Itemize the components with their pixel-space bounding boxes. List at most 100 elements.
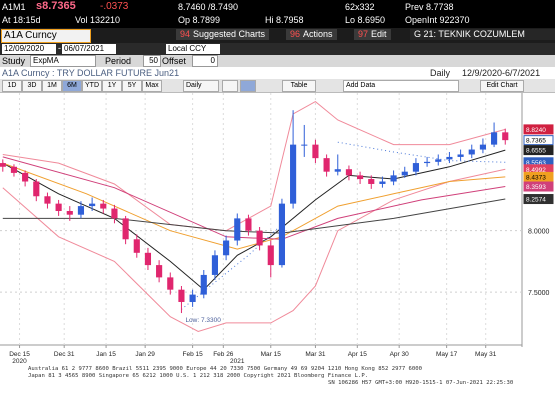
candle-body <box>77 206 85 215</box>
candle-body <box>44 196 51 204</box>
plot-area <box>0 93 522 345</box>
x-tick-label: Mar 15 <box>261 351 282 358</box>
frequency-menu[interactable]: Daily <box>183 80 219 92</box>
period-button[interactable]: 1M <box>42 80 62 92</box>
period-button[interactable]: YTD <box>82 80 102 92</box>
candle-body <box>100 203 107 209</box>
candle-body <box>189 294 196 302</box>
open-interest: OpenInt 922370 <box>405 15 470 25</box>
price-tag: 8.3593 <box>523 181 554 192</box>
candle-body <box>122 218 129 240</box>
x-tick-label: May 17 <box>436 351 458 358</box>
prev: Prev 8.7738 <box>405 2 454 12</box>
period-button[interactable]: 3D <box>22 80 42 92</box>
candle-body <box>211 255 219 275</box>
tool[interactable] <box>222 80 238 92</box>
span: 12/9/2020-6/7/2021 <box>462 68 541 78</box>
period-button[interactable]: 6M <box>62 80 82 92</box>
button[interactable]: 96 Actions <box>286 29 337 40</box>
study-bar: Study ExpMA Period 50 Offset 0 <box>0 55 555 67</box>
x-tick-label: Apr 15 <box>348 351 368 358</box>
candle-body <box>167 277 174 290</box>
offset-label: Offset <box>162 56 186 66</box>
candle-body <box>66 211 73 215</box>
page-title: G 21: TEKNIK COZUMLEM <box>410 29 555 40</box>
volume: Vol 132210 <box>75 15 121 25</box>
x-tick-label: Feb 26 <box>213 351 234 358</box>
indicator-line <box>2 100 506 232</box>
period-button[interactable]: Max <box>142 80 162 92</box>
end-date[interactable]: 06/07/2021 <box>62 44 116 54</box>
candle-body <box>312 144 319 159</box>
price-tag-label: 8.2574 <box>526 197 546 204</box>
button-key: 97 <box>358 29 369 39</box>
candle-body <box>457 154 464 157</box>
study-name[interactable]: ExpMA <box>30 55 96 67</box>
offset[interactable]: 0 <box>192 55 218 67</box>
period-label: Period <box>105 56 132 66</box>
button-key: 96 <box>290 29 301 39</box>
size: 62x332 <box>345 2 375 12</box>
price-tag-label: 8.4992 <box>526 167 546 174</box>
candle-body <box>256 230 263 246</box>
x-tick-label: Feb 15 <box>182 351 203 358</box>
candle-body <box>323 158 330 172</box>
price-tag-box <box>523 181 554 192</box>
info-bar: A1A Curncy : TRY DOLLAR FUTURE Jun21 Dai… <box>0 67 555 79</box>
period-button[interactable]: 1D <box>2 80 22 92</box>
security-field[interactable]: A1A Curncy <box>1 29 91 43</box>
price-tag-label: 8.7365 <box>526 138 546 145</box>
indicator-line <box>181 141 506 310</box>
price-tag-label: 8.6555 <box>526 148 546 155</box>
x-tick-label: Mar 31 <box>305 351 326 358</box>
toolbar: A1A Curncy 94 Suggested Charts 96 Actions … <box>0 28 555 43</box>
price-tag: 8.6555 <box>523 145 554 156</box>
start-date[interactable]: 12/09/2020 <box>2 44 56 54</box>
price-tag-box <box>523 194 554 205</box>
button[interactable]: 97 Edit <box>354 29 391 40</box>
price-tag-box <box>523 124 554 135</box>
candle-body <box>0 163 6 167</box>
y-tick-label: 8.0000 <box>528 229 550 236</box>
candle-body <box>290 144 297 204</box>
candle-body <box>424 161 431 164</box>
footer-line: SN 106286 H57 GMT+3:00 H920-1515-1 07-Ju… <box>328 380 514 386</box>
low: Lo 8.6950 <box>345 15 386 25</box>
period-button[interactable]: 5Y <box>122 80 142 92</box>
price-tag-label: 8.8240 <box>526 127 546 134</box>
period-button[interactable]: 1Y <box>102 80 122 92</box>
button[interactable]: 94 Suggested Charts <box>176 29 270 40</box>
candle-body <box>245 218 252 231</box>
chart-toolbar: 1D 3D 1M 6M YTD 1Y 5Y Max Daily Table Add Data … <box>0 79 555 93</box>
candle-body <box>357 175 364 180</box>
tool[interactable] <box>240 80 256 92</box>
edit-chart[interactable]: Edit Chart <box>480 80 524 92</box>
button-label: Suggested Charts <box>193 29 266 39</box>
candle-body <box>133 239 140 253</box>
candle-body <box>412 163 419 172</box>
table-button[interactable]: Table <box>282 80 316 92</box>
currency[interactable]: Local CCY <box>166 44 220 54</box>
candle-body <box>491 132 498 145</box>
button-label: Actions <box>303 29 333 39</box>
price-tag: 8.2574 <box>523 194 554 205</box>
change: -.0373 <box>100 1 129 12</box>
candle-body <box>435 159 442 162</box>
candle-body <box>334 169 341 172</box>
period[interactable]: 50 <box>143 55 161 67</box>
candle-body <box>55 203 62 212</box>
candle-body <box>502 132 509 141</box>
price-tag: 8.8240 <box>523 124 554 135</box>
x-tick-label: Jan 29 <box>135 351 155 358</box>
add-data[interactable]: Add Data <box>343 80 459 92</box>
candle-body <box>368 179 375 184</box>
x-tick-label: Dec 15 <box>9 351 30 358</box>
candle-body <box>22 172 29 182</box>
x-tick-label: Apr 30 <box>390 351 410 358</box>
price-tag-label: 8.4373 <box>526 174 546 181</box>
frequency: Daily <box>430 68 451 78</box>
candle-body <box>223 240 230 256</box>
candle-body <box>200 274 207 295</box>
